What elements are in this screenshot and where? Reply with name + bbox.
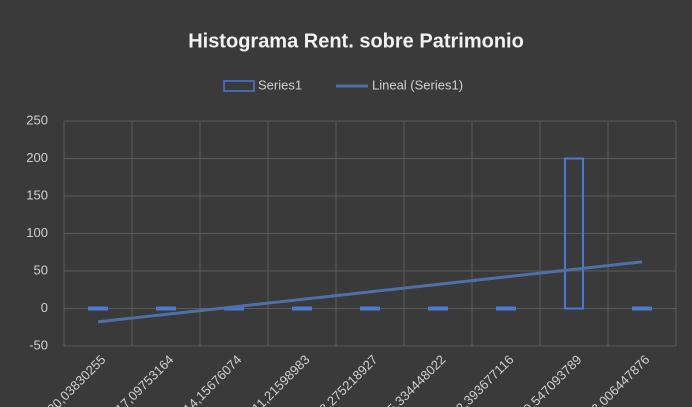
legend-label: Lineal (Series1)	[372, 77, 463, 92]
y-tick-label: 200	[26, 150, 48, 165]
chart-title: Histograma Rent. sobre Patrimonio	[188, 30, 524, 52]
trend-line	[97, 260, 643, 324]
bar	[496, 306, 516, 311]
bar	[88, 306, 108, 311]
y-tick-label: 50	[34, 262, 48, 277]
bar	[292, 306, 312, 311]
legend-label: Series1	[258, 77, 302, 92]
legend-swatch	[223, 80, 255, 92]
y-tick-label: 150	[26, 187, 48, 202]
y-tick-label: 0	[41, 300, 48, 315]
bar	[564, 157, 584, 310]
bar	[156, 306, 176, 311]
y-tick-label: 100	[26, 225, 48, 240]
y-tick-label: -50	[29, 337, 48, 352]
bar	[360, 306, 380, 311]
bar	[428, 306, 448, 311]
y-tick-label: 250	[26, 112, 48, 127]
bar	[632, 306, 652, 311]
